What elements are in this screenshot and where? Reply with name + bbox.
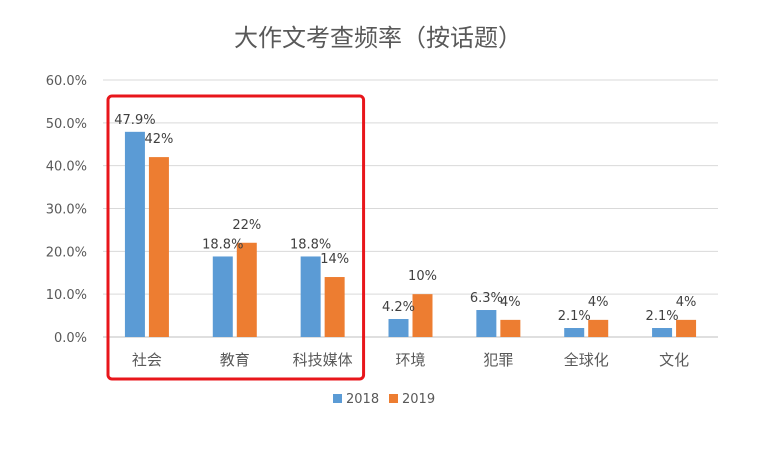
y-tick-label: 10.0% xyxy=(46,288,87,303)
data-label-2019: 10% xyxy=(408,269,437,284)
data-label-2018: 47.9% xyxy=(114,113,155,128)
data-label-2018: 2.1% xyxy=(558,309,591,324)
legend-label-2018: 2018 xyxy=(346,392,379,407)
bar-2019 xyxy=(324,277,345,337)
y-tick-label: 20.0% xyxy=(46,245,87,260)
y-tick-label: 30.0% xyxy=(46,203,87,218)
x-category-label: 社会 xyxy=(132,351,162,369)
bar-2019 xyxy=(148,157,169,337)
x-category-label: 环境 xyxy=(395,351,425,369)
bar-2018 xyxy=(212,256,233,337)
bar-2019 xyxy=(676,319,697,337)
data-label-2019: 14% xyxy=(320,252,349,267)
bar-2018 xyxy=(652,328,673,337)
y-tick-label: 40.0% xyxy=(46,160,87,175)
y-axis-ticks: 60.0% 50.0% 40.0% 30.0% 20.0% 10.0% 0.0% xyxy=(46,74,87,346)
x-category-label: 教育 xyxy=(220,351,250,369)
bar-2018 xyxy=(564,328,585,337)
data-label-2018: 18.8% xyxy=(202,237,243,252)
data-label-2019: 4% xyxy=(588,295,609,310)
legend: 2018 2019 xyxy=(333,392,435,407)
legend-label-2019: 2019 xyxy=(402,392,435,407)
data-labels: 47.9%42%18.8%22%18.8%14%4.2%10%6.3%4%2.1… xyxy=(114,113,696,324)
bar-2018 xyxy=(388,319,409,337)
bar-2018 xyxy=(300,256,321,337)
bar-2018 xyxy=(124,131,145,337)
x-category-label: 文化 xyxy=(659,351,689,369)
data-label-2018: 6.3% xyxy=(470,291,503,306)
y-tick-label: 50.0% xyxy=(46,117,87,132)
bar-2019 xyxy=(500,319,521,337)
bar-2019 xyxy=(412,294,433,337)
legend-swatch-2019 xyxy=(389,394,398,403)
bar-2019 xyxy=(588,319,609,337)
data-label-2018: 4.2% xyxy=(382,300,415,315)
data-label-2019: 4% xyxy=(500,295,521,310)
data-label-2019: 4% xyxy=(676,295,697,310)
bar-2019 xyxy=(236,242,257,337)
data-label-2018: 2.1% xyxy=(646,309,679,324)
data-label-2019: 22% xyxy=(232,218,261,233)
x-category-label: 科技媒体 xyxy=(293,351,353,369)
gridlines xyxy=(103,79,718,338)
y-tick-label: 0.0% xyxy=(54,331,87,346)
bar-2018 xyxy=(476,310,497,337)
x-category-label: 全球化 xyxy=(564,351,609,369)
x-axis-categories: 社会 教育 科技媒体 环境 犯罪 全球化 文化 xyxy=(132,351,689,369)
x-category-label: 犯罪 xyxy=(483,351,513,369)
legend-swatch-2018 xyxy=(333,394,342,403)
data-label-2018: 18.8% xyxy=(290,237,331,252)
highlight-box xyxy=(106,94,366,381)
y-tick-label: 60.0% xyxy=(46,74,87,89)
bars xyxy=(124,131,697,337)
chart-title: 大作文考查频率（按话题） xyxy=(234,24,522,52)
data-label-2019: 42% xyxy=(144,132,173,147)
